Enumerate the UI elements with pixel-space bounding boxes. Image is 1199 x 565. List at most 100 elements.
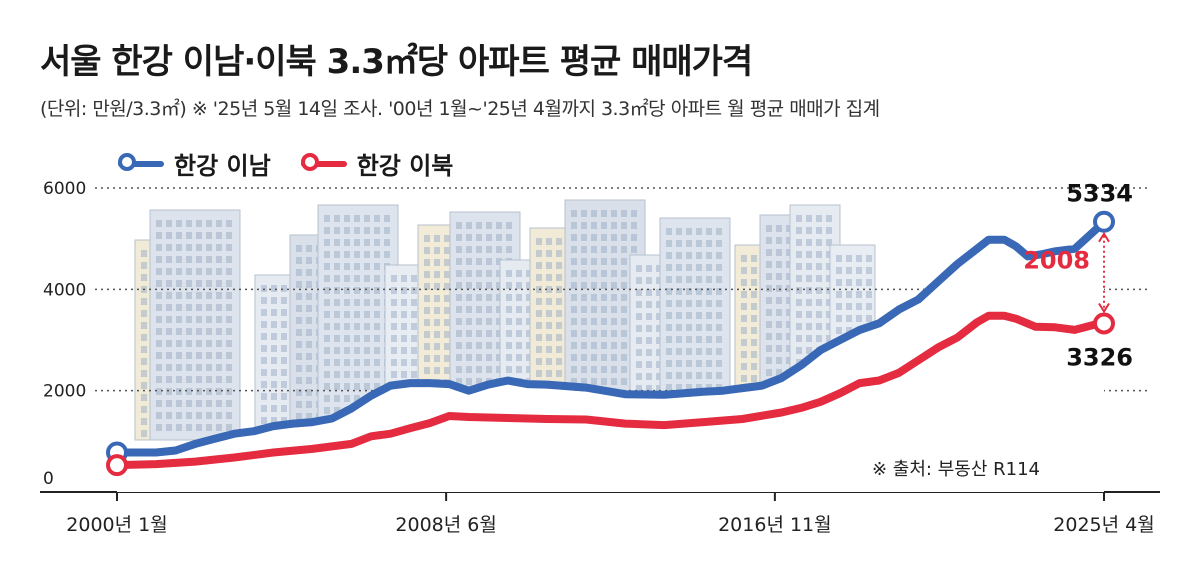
building-window <box>374 323 380 330</box>
building-window <box>741 375 747 382</box>
series-line-north <box>113 311 1108 470</box>
building-window <box>646 361 652 368</box>
building-window <box>141 334 147 341</box>
building-window <box>424 307 430 314</box>
building-window <box>516 342 522 349</box>
building-window <box>166 364 172 371</box>
building-window <box>401 311 407 318</box>
building-window <box>306 329 312 336</box>
building-window <box>354 215 360 222</box>
building-window <box>826 287 832 294</box>
building-window <box>424 247 430 254</box>
building-window <box>751 339 757 346</box>
building-window <box>571 318 577 325</box>
building-window <box>176 280 182 287</box>
building-window <box>591 258 597 265</box>
building-window <box>546 274 552 281</box>
building-window <box>306 257 312 264</box>
building-window <box>696 336 702 343</box>
building-window <box>621 330 627 337</box>
building-window <box>456 270 462 277</box>
building-window <box>666 384 672 391</box>
building-window <box>581 342 587 349</box>
building-window <box>516 366 522 373</box>
building-window <box>496 366 502 373</box>
building-window <box>846 279 852 286</box>
building-window <box>141 274 147 281</box>
building-window <box>206 376 212 383</box>
building-window <box>434 247 440 254</box>
building-window <box>176 424 182 431</box>
building-window <box>856 291 862 298</box>
building-window <box>166 292 172 299</box>
building-window <box>601 294 607 301</box>
series-line-south <box>113 217 1108 457</box>
building-window <box>186 328 192 335</box>
building-window <box>324 215 330 222</box>
building-window <box>296 317 302 324</box>
building-window <box>716 252 722 259</box>
building-window <box>466 258 472 265</box>
building-window <box>696 348 702 355</box>
x-tick-label: 2000년 1월 <box>66 514 167 536</box>
building-window <box>374 263 380 270</box>
building-window <box>344 323 350 330</box>
building-window <box>156 232 162 239</box>
building-window <box>296 389 302 396</box>
building-window <box>486 246 492 253</box>
building-window <box>354 251 360 258</box>
building-window <box>516 282 522 289</box>
building-window <box>226 400 232 407</box>
building-window <box>676 312 682 319</box>
building-window <box>324 323 330 330</box>
building-window <box>206 304 212 311</box>
building-window <box>306 413 312 420</box>
building-window <box>706 336 712 343</box>
building-window <box>206 244 212 251</box>
building-window <box>226 316 232 323</box>
building-window <box>216 364 222 371</box>
building-window <box>506 354 512 361</box>
building-window <box>354 371 360 378</box>
building-window <box>226 352 232 359</box>
building-window <box>506 318 512 325</box>
building-window <box>456 222 462 229</box>
x-tick-label: 2016년 11월 <box>718 514 832 536</box>
building-window <box>631 246 637 253</box>
building-window <box>486 306 492 313</box>
building-window <box>816 239 822 246</box>
building-window <box>261 309 267 316</box>
building-window <box>621 378 627 385</box>
building-window <box>176 400 182 407</box>
building-window <box>826 251 832 258</box>
building-window <box>591 330 597 337</box>
building-window <box>476 378 482 385</box>
building-window <box>866 255 872 262</box>
building-window <box>751 315 757 322</box>
building-window <box>261 285 267 292</box>
building-window <box>571 366 577 373</box>
building-window <box>166 400 172 407</box>
building-window <box>496 270 502 277</box>
legend-swatch-south <box>118 152 164 175</box>
building-window <box>571 354 577 361</box>
building-window <box>456 342 462 349</box>
building-window <box>401 359 407 366</box>
building-window <box>631 210 637 217</box>
building-window <box>306 365 312 372</box>
building-window <box>186 316 192 323</box>
building-window <box>306 281 312 288</box>
building-window <box>656 373 662 380</box>
building-window <box>636 313 642 320</box>
building-window <box>526 366 532 373</box>
building-window <box>806 335 812 342</box>
building-window <box>706 300 712 307</box>
building-window <box>196 316 202 323</box>
building-window <box>216 232 222 239</box>
building-window <box>456 378 462 385</box>
building-window <box>751 279 757 286</box>
building-window <box>536 238 542 245</box>
building-window <box>196 364 202 371</box>
building-window <box>271 297 277 304</box>
building-window <box>216 304 222 311</box>
